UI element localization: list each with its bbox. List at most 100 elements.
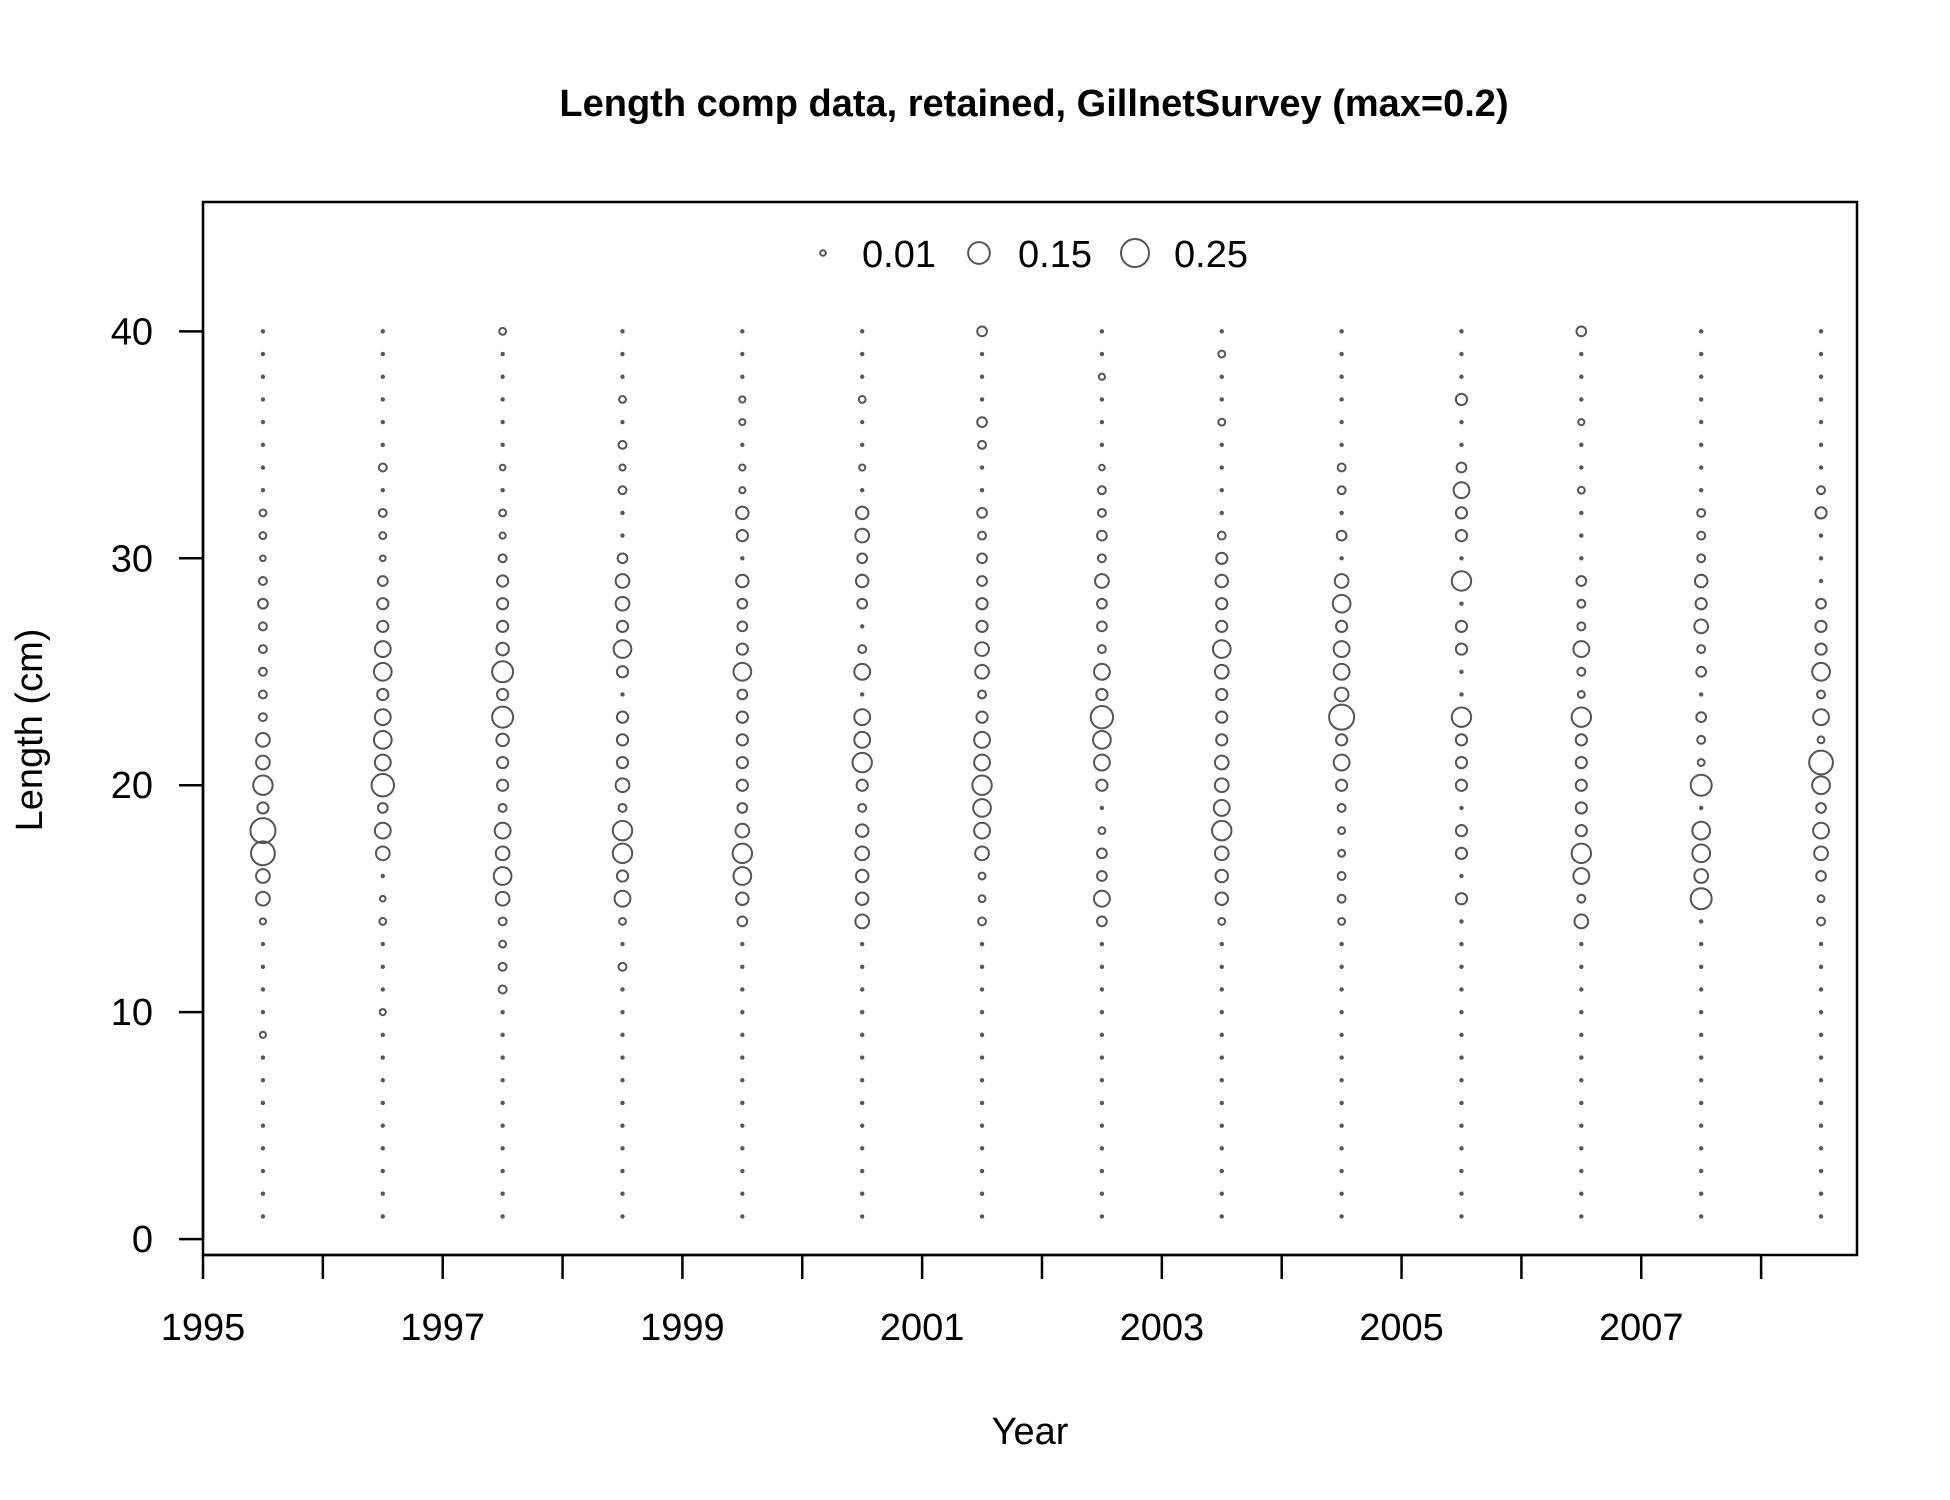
data-bubble	[1818, 941, 1824, 947]
data-bubble	[736, 597, 749, 610]
data-bubble	[260, 419, 266, 425]
data-bubble	[1815, 802, 1827, 814]
data-bubble	[258, 917, 267, 926]
data-bubble	[735, 733, 749, 747]
data-bubble	[740, 1214, 745, 1219]
data-bubble	[979, 987, 985, 992]
data-bubble	[1577, 418, 1586, 427]
data-bubble	[979, 1009, 985, 1015]
data-bubble	[380, 1032, 385, 1038]
data-bubble	[860, 692, 865, 697]
data-bubble	[1219, 397, 1224, 402]
data-bubble	[255, 731, 271, 748]
data-bubble	[1454, 392, 1469, 407]
data-bubble	[1696, 734, 1707, 745]
data-bubble	[1459, 941, 1464, 947]
data-bubble	[1339, 510, 1344, 516]
data-bubble	[500, 442, 505, 448]
data-bubble	[1459, 805, 1464, 811]
data-bubble	[260, 488, 266, 493]
data-bubble	[620, 533, 625, 538]
data-bubble	[740, 1055, 745, 1060]
data-bubble	[615, 665, 630, 679]
data-bubble	[373, 821, 392, 840]
data-bubble	[975, 710, 989, 724]
data-bubble	[860, 374, 865, 379]
data-bubble	[1814, 506, 1828, 520]
data-bubble	[971, 774, 993, 796]
data-bubble	[1816, 916, 1827, 927]
data-bubble	[740, 964, 745, 969]
data-bubble	[1339, 351, 1344, 357]
data-bubble	[738, 463, 747, 472]
data-bubble	[1574, 778, 1588, 792]
data-bubble	[1213, 663, 1230, 680]
data-bubble	[1096, 553, 1107, 564]
data-bubble	[972, 798, 992, 818]
data-bubble	[1339, 397, 1344, 402]
data-bubble	[496, 597, 510, 611]
data-bubble	[1339, 374, 1344, 379]
data-bubble	[376, 575, 389, 587]
data-bubble	[500, 1032, 505, 1038]
data-bubble	[1219, 374, 1224, 379]
data-bubble	[496, 574, 510, 588]
data-bubble	[853, 662, 872, 681]
data-bubble	[260, 1078, 266, 1083]
data-bubble	[860, 987, 865, 992]
data-bubble	[374, 845, 391, 862]
data-bubble	[258, 508, 268, 518]
data-bubble	[979, 964, 985, 969]
data-bubble	[851, 751, 873, 774]
data-bubble	[257, 712, 268, 723]
x-axis: 1995 1997 1999 2001 2003 2005 2007	[161, 1253, 1763, 1349]
data-bubble	[979, 1100, 985, 1106]
data-bubble	[1579, 351, 1584, 357]
data-bubble	[1698, 1214, 1704, 1219]
data-bubble	[1574, 824, 1588, 838]
data-bubble	[1339, 964, 1344, 969]
data-bubble	[1096, 644, 1107, 655]
data-bubble	[1095, 778, 1109, 792]
data-bubble	[1215, 551, 1229, 565]
data-bubble	[495, 641, 510, 657]
data-bubble	[854, 573, 870, 589]
data-bubble	[1689, 773, 1713, 797]
data-bubble	[620, 1191, 625, 1196]
data-bubble	[1818, 1055, 1824, 1060]
data-bubble	[1337, 916, 1347, 926]
data-bubble	[500, 1168, 505, 1174]
data-bubble	[615, 710, 630, 724]
data-bubble	[500, 1191, 505, 1196]
data-bubble	[1579, 987, 1584, 992]
data-bubble	[738, 395, 747, 404]
data-bubble	[615, 733, 630, 747]
data-bubble	[380, 329, 385, 334]
data-bubble	[1459, 351, 1464, 357]
x-tick-label: 2001	[880, 1307, 965, 1349]
data-bubble	[735, 755, 749, 770]
data-bubble	[380, 1100, 385, 1106]
data-bubble	[736, 620, 749, 633]
data-bubble	[1215, 597, 1229, 611]
data-bubble	[1339, 941, 1344, 947]
data-bubble	[1214, 868, 1230, 884]
data-bubble	[740, 941, 745, 947]
data-bubble	[376, 619, 390, 633]
data-bubble	[498, 939, 508, 949]
data-bubble	[1808, 749, 1834, 776]
data-bubble	[380, 419, 385, 425]
data-bubble	[1459, 692, 1464, 697]
legend-bubble	[1120, 238, 1150, 268]
data-bubble	[740, 987, 745, 992]
data-bubble	[1698, 987, 1704, 992]
data-bubble	[380, 442, 385, 448]
data-bubble	[1572, 640, 1591, 658]
data-bubble	[1459, 1078, 1464, 1083]
data-bubble	[494, 890, 511, 907]
data-bubble	[1576, 666, 1587, 677]
data-bubble	[1698, 1168, 1704, 1174]
data-bubble	[1570, 842, 1593, 865]
data-bubble	[860, 1032, 865, 1038]
data-bubble	[860, 1009, 865, 1015]
